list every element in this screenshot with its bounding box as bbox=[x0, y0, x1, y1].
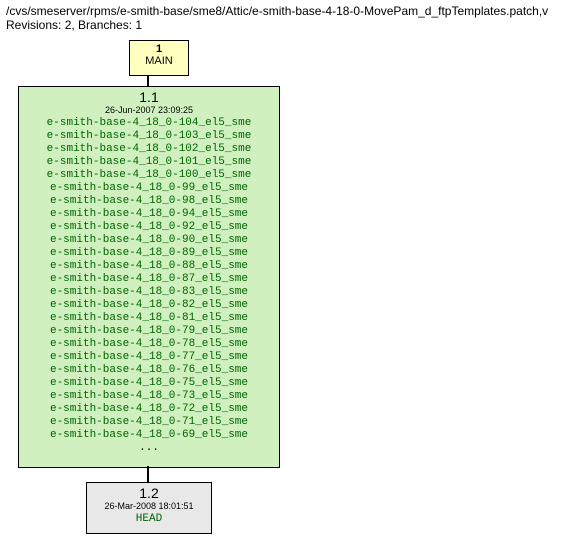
revision-box-1.2[interactable]: 1.2 26-Mar-2008 18:01:51 HEAD bbox=[86, 482, 212, 534]
tag: e-smith-base-4_18_0-69_el5_sme bbox=[27, 429, 271, 442]
tag: e-smith-base-4_18_0-81_el5_sme bbox=[27, 312, 271, 325]
revision-date: 26-Mar-2008 18:01:51 bbox=[87, 501, 211, 513]
tag: e-smith-base-4_18_0-79_el5_sme bbox=[27, 325, 271, 338]
tag: e-smith-base-4_18_0-88_el5_sme bbox=[27, 260, 271, 273]
branch-number: 1 bbox=[140, 43, 178, 55]
graph-canvas: 1 MAIN 1.1 26-Jun-2007 23:09:25 e-smith-… bbox=[0, 38, 584, 543]
connector-rev1-to-rev2 bbox=[147, 466, 149, 482]
tag: e-smith-base-4_18_0-99_el5_sme bbox=[27, 182, 271, 195]
tag: e-smith-base-4_18_0-72_el5_sme bbox=[27, 403, 271, 416]
tag: e-smith-base-4_18_0-98_el5_sme bbox=[27, 195, 271, 208]
tag: e-smith-base-4_18_0-75_el5_sme bbox=[27, 377, 271, 390]
tag: e-smith-base-4_18_0-94_el5_sme bbox=[27, 208, 271, 221]
revisions-meta: Revisions: 2, Branches: 1 bbox=[0, 18, 584, 38]
tag: e-smith-base-4_18_0-89_el5_sme bbox=[27, 247, 271, 260]
revision-date: 26-Jun-2007 23:09:25 bbox=[19, 105, 279, 117]
tag: e-smith-base-4_18_0-76_el5_sme bbox=[27, 364, 271, 377]
tag: e-smith-base-4_18_0-101_el5_sme bbox=[27, 156, 271, 169]
tag: e-smith-base-4_18_0-92_el5_sme bbox=[27, 221, 271, 234]
tag: e-smith-base-4_18_0-100_el5_sme bbox=[27, 169, 271, 182]
tag: e-smith-base-4_18_0-71_el5_sme bbox=[27, 416, 271, 429]
branch-box-main[interactable]: 1 MAIN bbox=[129, 40, 189, 76]
tag: e-smith-base-4_18_0-73_el5_sme bbox=[27, 390, 271, 403]
revision-version: 1.2 bbox=[87, 483, 211, 501]
tag: e-smith-base-4_18_0-90_el5_sme bbox=[27, 234, 271, 247]
tag: HEAD bbox=[95, 513, 203, 526]
branch-name: MAIN bbox=[140, 55, 178, 67]
revision-tags: e-smith-base-4_18_0-104_el5_smee-smith-b… bbox=[19, 117, 279, 457]
tag: e-smith-base-4_18_0-82_el5_sme bbox=[27, 299, 271, 312]
revision-version: 1.1 bbox=[19, 87, 279, 105]
tag: e-smith-base-4_18_0-102_el5_sme bbox=[27, 143, 271, 156]
revision-tags: HEAD bbox=[87, 513, 211, 528]
tag: e-smith-base-4_18_0-77_el5_sme bbox=[27, 351, 271, 364]
tag: e-smith-base-4_18_0-83_el5_sme bbox=[27, 286, 271, 299]
tag: e-smith-base-4_18_0-78_el5_sme bbox=[27, 338, 271, 351]
tag: e-smith-base-4_18_0-87_el5_sme bbox=[27, 273, 271, 286]
revision-box-1.1[interactable]: 1.1 26-Jun-2007 23:09:25 e-smith-base-4_… bbox=[18, 86, 280, 468]
tags-ellipsis: ... bbox=[27, 442, 271, 455]
tag: e-smith-base-4_18_0-104_el5_sme bbox=[27, 117, 271, 130]
tag: e-smith-base-4_18_0-103_el5_sme bbox=[27, 130, 271, 143]
file-path: /cvs/smeserver/rpms/e-smith-base/sme8/At… bbox=[0, 0, 584, 18]
